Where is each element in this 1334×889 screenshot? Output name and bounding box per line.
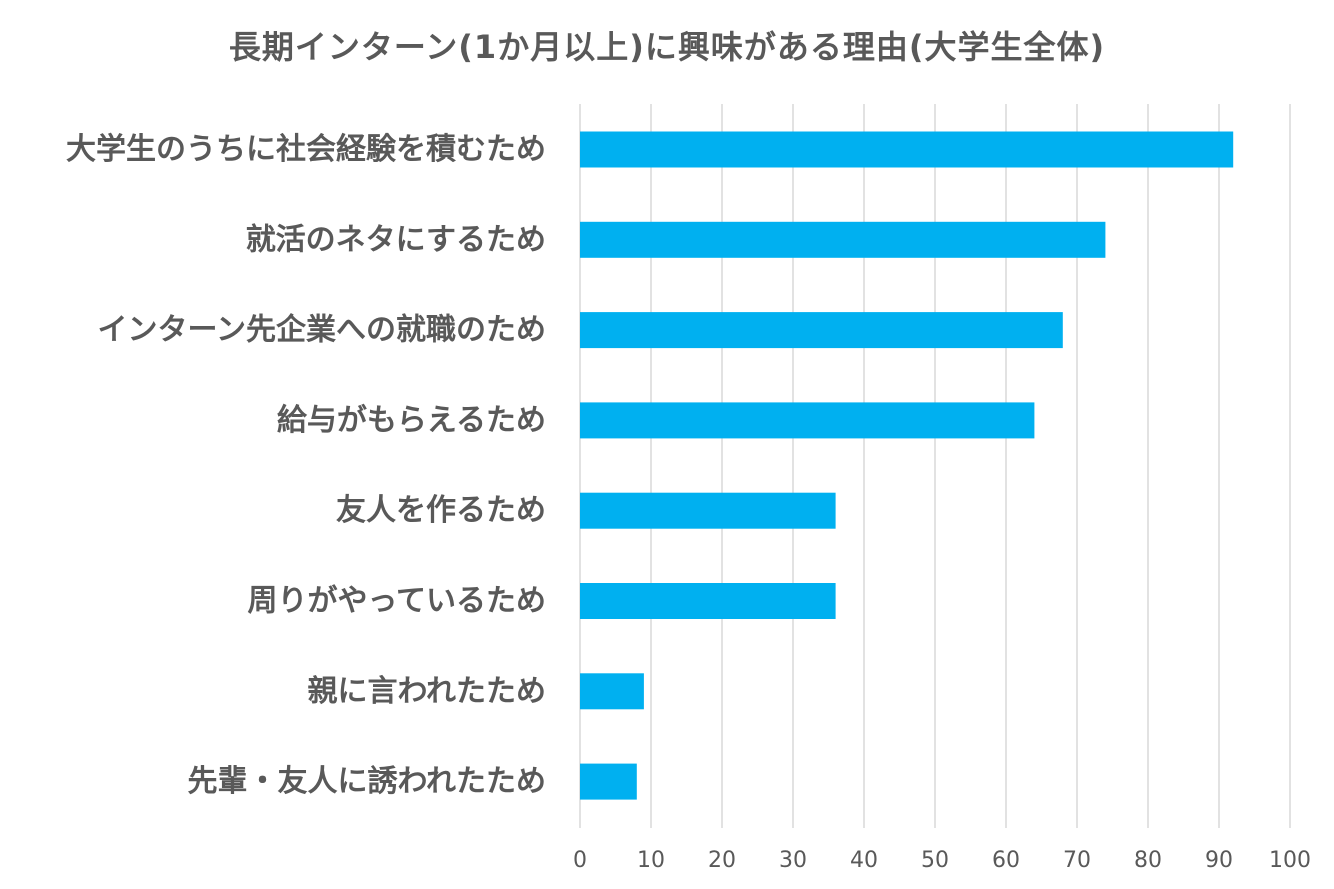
chart-title: 長期インターン(1か月以上)に興味がある理由(大学生全体)	[228, 28, 1106, 66]
x-tick-label-30: 30	[779, 848, 807, 873]
x-axis-ticks: 0 10 20 30 40 50 60 70 80 90 100	[573, 848, 1311, 873]
category-label-7: 親に言われたため	[308, 674, 547, 709]
x-tick-label-80: 80	[1134, 848, 1162, 873]
x-tick-label-90: 90	[1205, 848, 1233, 873]
category-label-3: インターン先企業への就職のため	[98, 313, 547, 348]
x-tick-label-20: 20	[708, 848, 736, 873]
category-label-4: 給与がもらえるため	[277, 403, 546, 438]
category-label-6: 周りがやっているため	[248, 584, 547, 619]
x-tick-label-0: 0	[573, 848, 587, 873]
x-tick-label-60: 60	[992, 848, 1020, 873]
bar-7	[580, 673, 644, 710]
bar-6	[580, 583, 836, 619]
x-tick-label-40: 40	[850, 848, 878, 873]
bar-5	[580, 492, 836, 529]
x-tick-label-100: 100	[1269, 848, 1311, 873]
bar-8	[580, 763, 637, 800]
bar-layer	[580, 131, 1234, 800]
bar-4	[580, 402, 1035, 439]
bar-1	[580, 131, 1234, 168]
category-label-8: 先輩・友人に誘われたため	[188, 764, 547, 799]
category-label-1: 大学生のうちに社会経験を積むため	[66, 132, 546, 167]
x-tick-label-50: 50	[921, 848, 949, 873]
grid-layer	[579, 104, 1291, 828]
category-label-2: 就活のネタにするため	[246, 222, 546, 257]
bar-2	[580, 221, 1106, 258]
x-tick-label-70: 70	[1063, 848, 1091, 873]
x-tick-label-10: 10	[637, 848, 665, 873]
category-labels: 大学生のうちに社会経験を積むため就活のネタにするためインターン先企業への就職のた…	[66, 132, 546, 799]
bar-3	[580, 312, 1063, 349]
category-label-5: 友人を作るため	[336, 493, 546, 528]
